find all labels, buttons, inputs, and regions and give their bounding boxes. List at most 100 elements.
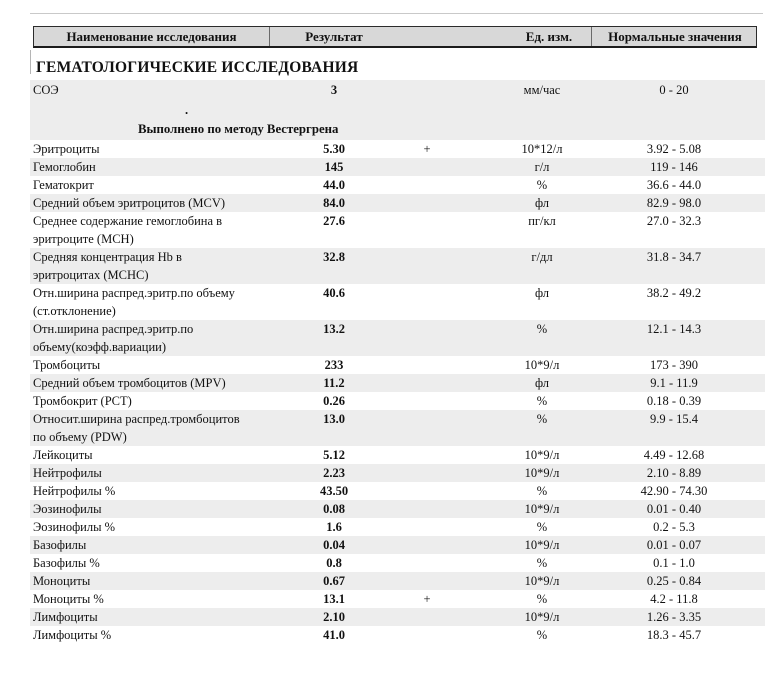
test-name-cell: Эритроциты	[33, 142, 100, 156]
unit-cell: фл	[534, 376, 550, 390]
table-row: Лимфоциты % 41.0 % 18.3 - 45.7	[30, 626, 765, 644]
unit-cell: 10*9/л	[524, 610, 560, 624]
normal-range-cell: 0.2 - 5.3	[653, 520, 695, 534]
test-name-cell: Моноциты	[33, 574, 91, 588]
test-name-cell: СОЭ	[33, 83, 59, 97]
test-name-cell: Гематокрит	[33, 178, 94, 192]
result-cell: 0.67	[323, 574, 345, 588]
result-cell: 5.30	[323, 142, 345, 156]
normal-range-cell: 0.1 - 1.0	[653, 556, 695, 570]
header-divider	[591, 27, 592, 46]
unit-cell: 10*9/л	[524, 448, 560, 462]
table-row: Тромбоциты 233 10*9/л 173 - 390	[30, 356, 765, 374]
unit-cell: %	[536, 412, 548, 426]
result-cell: 40.6	[323, 286, 345, 300]
unit-cell: 10*9/л	[524, 358, 560, 372]
unit-cell: %	[536, 394, 548, 408]
normal-range-cell: 82.9 - 98.0	[646, 196, 702, 210]
table-row: Средний объем тромбоцитов (MPV) 11.2 фл …	[30, 374, 765, 392]
result-cell: 84.0	[323, 196, 345, 210]
test-name-cell: Гемоглобин	[33, 160, 96, 174]
test-name-cell: Средний объем эритроцитов (MCV)	[33, 196, 226, 210]
test-name-cell: Средний объем тромбоцитов (MPV)	[33, 376, 226, 390]
normal-range-cell: 36.6 - 44.0	[646, 178, 702, 192]
top-rule	[30, 13, 763, 14]
header-test-name: Наименование исследования	[66, 29, 237, 44]
result-cell: 3	[330, 83, 338, 97]
test-name-cell: Отн.ширина распред.эритр.по объему (ст.от…	[33, 286, 235, 318]
normal-range-cell: 4.49 - 12.68	[643, 448, 705, 462]
test-name-cell: Нейтрофилы	[33, 466, 102, 480]
result-cell: 43.50	[319, 484, 349, 498]
header-result: Результат	[305, 29, 363, 44]
test-name-cell: Средняя концентрация Hb в эритроцитах (MC…	[33, 250, 182, 282]
test-name-cell: Моноциты %	[33, 592, 104, 606]
table-row: Среднее содержание гемоглобина в эритроци…	[30, 212, 765, 248]
table-row: Моноциты 0.67 10*9/л 0.25 - 0.84	[30, 572, 765, 590]
unit-cell: 10*9/л	[524, 502, 560, 516]
test-name-cell: Лимфоциты	[33, 610, 98, 624]
table-row: Тромбокрит (PCT) 0.26 % 0.18 - 0.39	[30, 392, 765, 410]
normal-range-cell: 173 - 390	[650, 358, 698, 372]
abnormal-flag: +	[423, 592, 431, 606]
unit-cell: фл	[534, 286, 550, 300]
header-unit: Ед. изм.	[525, 29, 573, 44]
result-cell: 5.12	[323, 448, 345, 462]
normal-range-cell: 9.1 - 11.9	[650, 376, 698, 390]
unit-cell: %	[536, 484, 548, 498]
normal-range-cell: 119 - 146	[650, 160, 698, 174]
normal-range-cell: 2.10 - 8.89	[646, 466, 702, 480]
test-name-cell: Базофилы %	[33, 556, 100, 570]
result-cell: 0.08	[323, 502, 345, 516]
table-row: Отн.ширина распред.эритр.по объему (ст.от…	[30, 284, 765, 320]
result-cell: 2.10	[323, 610, 345, 624]
unit-cell: %	[536, 556, 548, 570]
test-name-cell: Тромбокрит (PCT)	[33, 394, 132, 408]
unit-cell: %	[536, 178, 548, 192]
normal-range-cell: 0.01 - 0.40	[646, 502, 702, 516]
section-title: ГЕМАТОЛОГИЧЕСКИЕ ИССЛЕДОВАНИЯ	[36, 59, 359, 76]
table-row: Лимфоциты 2.10 10*9/л 1.26 - 3.35	[30, 608, 765, 626]
unit-cell: %	[536, 592, 548, 606]
abnormal-flag: +	[423, 142, 431, 156]
left-border-tick	[30, 50, 31, 74]
table-row: Моноциты % 13.1 + % 4.2 - 11.8	[30, 590, 765, 608]
normal-range-cell: 18.3 - 45.7	[646, 628, 702, 642]
table-row: Нейтрофилы % 43.50 % 42.90 - 74.30	[30, 482, 765, 500]
test-name-cell: Лейкоциты	[33, 448, 93, 462]
result-cell: 13.0	[323, 412, 345, 426]
table-row: СОЭ 3 мм/час 0 - 20	[30, 80, 765, 100]
result-cell: 0.04	[323, 538, 345, 552]
method-note-row: Выполнено по методу Вестергрена	[30, 120, 765, 140]
normal-range-cell: 27.0 - 32.3	[646, 214, 702, 228]
result-cell: 32.8	[323, 250, 345, 264]
table-header-row: Наименование исследования Результат Ед. …	[33, 26, 757, 48]
table-row: Средний объем эритроцитов (MCV) 84.0 фл …	[30, 194, 765, 212]
test-name-cell: Тромбоциты	[33, 358, 101, 372]
table-row: Гемоглобин 145 г/л 119 - 146	[30, 158, 765, 176]
unit-cell: 10*9/л	[524, 538, 560, 552]
unit-cell: г/дл	[531, 250, 553, 264]
unit-cell: %	[536, 520, 548, 534]
method-note: Выполнено по методу Вестергрена	[138, 122, 339, 136]
test-name-cell: Базофилы	[33, 538, 87, 552]
rows-before-note: СОЭ 3 мм/час 0 - 20	[30, 80, 765, 100]
normal-range-cell: 0.25 - 0.84	[646, 574, 702, 588]
normal-range-cell: 9.9 - 15.4	[650, 412, 698, 426]
result-cell: 13.1	[323, 592, 345, 606]
result-cell: 2.23	[323, 466, 345, 480]
test-name-cell: Нейтрофилы %	[33, 484, 116, 498]
test-name-cell: Относит.ширина распред.тромбоцитов по объ…	[33, 412, 240, 444]
normal-range-cell: 31.8 - 34.7	[646, 250, 702, 264]
unit-cell: 10*9/л	[524, 574, 560, 588]
result-cell: 0.8	[326, 556, 342, 570]
note-dot-row: .	[30, 100, 765, 120]
normal-range-cell: 0 - 20	[659, 83, 689, 97]
unit-cell: %	[536, 628, 548, 642]
result-cell: 233	[324, 358, 344, 372]
header-normal-values: Нормальные значения	[608, 29, 742, 44]
rows-main: Эритроциты 5.30 + 10*12/л 3.92 - 5.08 Ге…	[30, 140, 765, 644]
normal-range-cell: 1.26 - 3.35	[646, 610, 702, 624]
normal-range-cell: 3.92 - 5.08	[646, 142, 702, 156]
